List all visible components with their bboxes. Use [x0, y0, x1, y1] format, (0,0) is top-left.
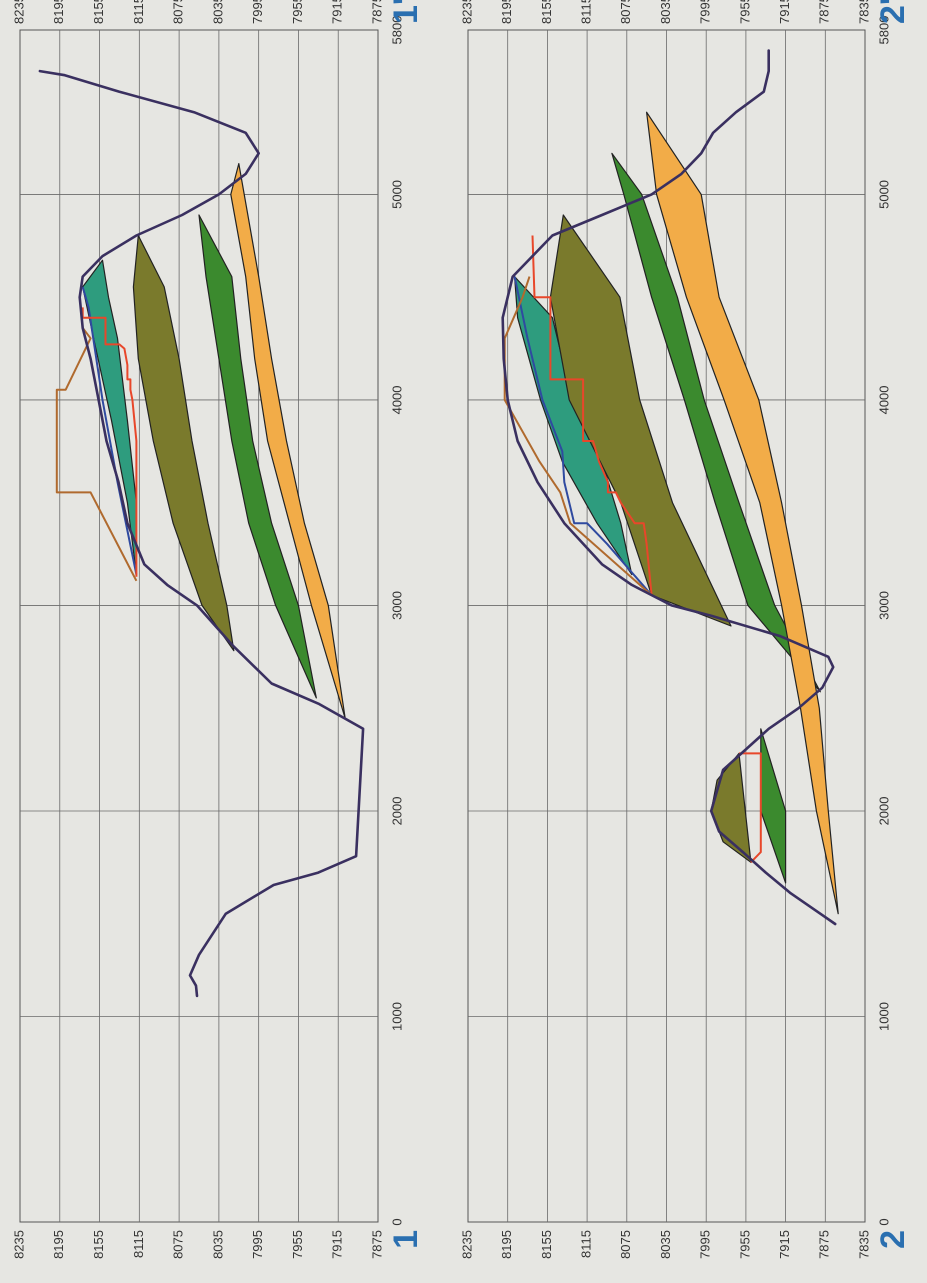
tick-label-elevation-bottom: 8235 — [11, 1230, 26, 1259]
stratum-layer — [611, 152, 821, 693]
stratum-layer — [230, 163, 346, 720]
tick-label-elevation-bottom: 8195 — [499, 1230, 514, 1259]
tick-label-elevation-top: 7875 — [369, 0, 384, 24]
boundary-line — [81, 286, 138, 575]
tick-label-elevation-bottom: 7835 — [856, 1230, 871, 1259]
tick-label-elevation-top: 8195 — [51, 0, 66, 24]
tick-label-elevation-bottom: 8035 — [658, 1230, 673, 1259]
tick-label-elevation-bottom: 7915 — [777, 1230, 792, 1259]
tick-label-elevation-bottom: 7875 — [369, 1230, 384, 1259]
tick-label-elevation-bottom: 8155 — [91, 1230, 106, 1259]
section-end-label: 1' — [387, 0, 425, 24]
tick-label-elevation-bottom: 8115 — [131, 1230, 146, 1258]
boundary-line — [55, 327, 138, 582]
tick-label-elevation-bottom: 8075 — [171, 1230, 186, 1259]
tick-label-elevation-bottom: 8075 — [618, 1230, 633, 1259]
boundary-line — [739, 752, 762, 863]
ground-surface-line — [501, 49, 837, 926]
tick-label-elevation-bottom: 8195 — [51, 1230, 66, 1259]
boundary-line — [503, 276, 653, 596]
tick-label-elevation-top: 8035 — [658, 0, 673, 24]
tick-label-elevation-bottom: 8115 — [579, 1230, 594, 1258]
tick-label-elevation-bottom: 8155 — [539, 1230, 554, 1259]
cross-section-2: 8235 8235 8195 8195 8155 8155 8115 8115 8075 8075… — [459, 0, 912, 1259]
tick-label-elevation-top: 8235 — [459, 0, 474, 24]
boundary-line — [531, 235, 653, 596]
tick-label-elevation-top: 8075 — [171, 0, 186, 24]
tick-label-distance: 3000 — [876, 591, 891, 620]
tick-label-elevation-bottom: 7955 — [737, 1230, 752, 1259]
tick-label-elevation-top: 7955 — [737, 0, 752, 24]
section-end-label: 2' — [874, 0, 912, 24]
tick-label-elevation-top: 8115 — [579, 0, 594, 24]
tick-label-distance: 2000 — [389, 797, 404, 826]
tick-label-elevation-top: 8075 — [618, 0, 633, 24]
tick-label-distance: 5800 — [389, 16, 404, 45]
tick-label-distance: 3000 — [389, 591, 404, 620]
tick-label-distance: 1000 — [389, 1002, 404, 1031]
boundary-line — [513, 276, 653, 596]
stratum-layer — [198, 214, 317, 699]
tick-label-elevation-top: 7835 — [856, 0, 871, 24]
tick-label-elevation-top: 8195 — [499, 0, 514, 24]
tick-label-elevation-bottom: 8235 — [459, 1230, 474, 1259]
tick-label-distance: 2000 — [876, 797, 891, 826]
tick-label-elevation-bottom: 7995 — [250, 1230, 265, 1259]
tick-label-distance: 5800 — [876, 16, 891, 45]
section-start-label: 2 — [874, 1230, 912, 1249]
stratum-layer — [82, 259, 137, 576]
tick-label-distance: 5000 — [389, 180, 404, 209]
tick-label-elevation-bottom: 7875 — [817, 1230, 832, 1259]
tick-label-distance: 0 — [389, 1218, 404, 1225]
tick-label-elevation-bottom: 7995 — [698, 1230, 713, 1259]
tick-label-elevation-top: 7915 — [777, 0, 792, 24]
tick-label-elevation-top: 8115 — [131, 0, 146, 24]
tick-label-elevation-top: 8155 — [91, 0, 106, 24]
tick-label-distance: 4000 — [876, 385, 891, 414]
tick-label-elevation-bottom: 7915 — [330, 1230, 345, 1259]
tick-label-distance: 1000 — [876, 1002, 891, 1031]
tick-label-elevation-top: 7875 — [817, 0, 832, 24]
tick-label-elevation-bottom: 7955 — [290, 1230, 305, 1259]
tick-label-elevation-bottom: 8035 — [210, 1230, 225, 1259]
cross-section-1: 8235 8235 8195 8195 8155 8155 8115 8115 8075 8075… — [11, 0, 425, 1259]
boundary-line — [81, 307, 138, 577]
tick-label-elevation-top: 7995 — [250, 0, 265, 24]
stratum-layer — [549, 214, 732, 627]
tick-label-elevation-top: 8235 — [11, 0, 26, 24]
ground-surface-line — [38, 69, 365, 998]
stratum-layer — [760, 728, 787, 884]
tick-label-elevation-top: 7915 — [330, 0, 345, 24]
tick-label-elevation-top: 8035 — [210, 0, 225, 24]
tick-label-elevation-top: 8155 — [539, 0, 554, 24]
plot-frame — [19, 29, 379, 1223]
section-start-label: 1 — [387, 1230, 425, 1249]
tick-label-elevation-top: 7995 — [698, 0, 713, 24]
tick-label-distance: 4000 — [389, 385, 404, 414]
tick-label-distance: 0 — [876, 1218, 891, 1225]
tick-label-elevation-top: 7955 — [290, 0, 305, 24]
tick-label-distance: 5000 — [876, 180, 891, 209]
